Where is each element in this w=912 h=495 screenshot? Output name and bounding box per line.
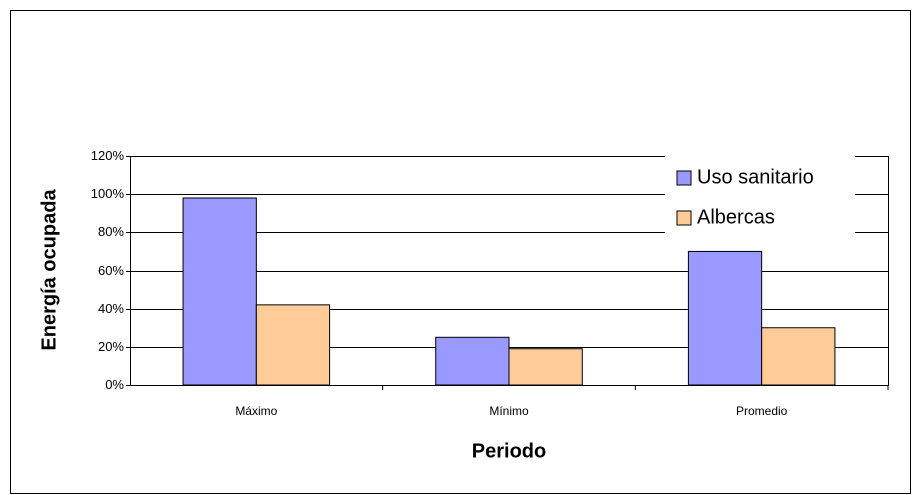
legend-label: Albercas [697, 206, 775, 228]
bar [182, 197, 257, 386]
y-tick-label: 20% [98, 339, 124, 354]
y-tick-label: 100% [91, 186, 125, 201]
legend-swatch [676, 170, 692, 186]
legend-box [665, 156, 855, 236]
legend-label: Uso sanitario [697, 166, 814, 188]
x-tick-label: Mínimo [489, 404, 529, 418]
y-tick-label: 80% [98, 224, 124, 239]
bar [255, 304, 331, 386]
bar [761, 327, 836, 386]
x-tick-label: Promedio [736, 404, 788, 418]
y-tick-label: 60% [98, 263, 124, 278]
x-axis-label: Periodo [472, 440, 546, 462]
y-axis-label: Energía ocupada [38, 189, 60, 351]
bar [435, 336, 510, 386]
chart-border [10, 10, 911, 494]
y-tick-label: 120% [91, 148, 125, 163]
y-tick-label: 0% [105, 377, 124, 392]
bar [687, 250, 763, 386]
y-tick-label: 40% [98, 301, 124, 316]
x-tick-label: Máximo [235, 404, 277, 418]
bar [508, 348, 583, 386]
legend-swatch [676, 210, 692, 226]
